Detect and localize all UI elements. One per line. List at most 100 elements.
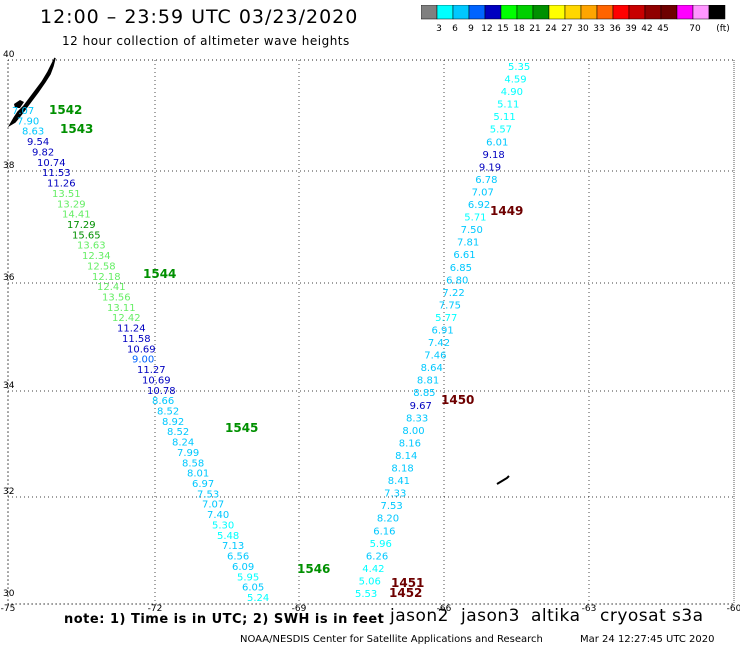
colorbar-unit: (ft) [716, 24, 730, 34]
swh-value: 5.57 [490, 125, 512, 136]
swh-value: 8.33 [406, 413, 428, 424]
swh-value: 7.07 [472, 187, 494, 198]
swh-value: 13.11 [107, 303, 136, 314]
swh-value: 8.64 [421, 363, 443, 374]
swh-value: 14.41 [62, 210, 91, 221]
swh-value: 9.18 [483, 150, 505, 161]
lat-lon-grid [7, 59, 735, 605]
coastline [7, 57, 510, 485]
colorbar-label: 70 [689, 24, 701, 34]
colorbar-label: 24 [545, 24, 557, 34]
s3a-track: 5.35 4.594.90 5.115.11 5.576.01 9.189.19 6.78… [355, 62, 530, 600]
swh-value: 5.77 [435, 313, 457, 324]
swh-value: 7.13 [222, 541, 244, 552]
swh-value: 7.22 [442, 288, 464, 299]
swh-value: 13.56 [102, 293, 131, 304]
swh-value: 4.59 [504, 75, 526, 86]
colorbar-label: 3 [436, 24, 442, 34]
swh-value: 9.00 [132, 355, 154, 366]
swh-value: 7.07 [12, 106, 34, 117]
swh-value: 8.85 [413, 388, 435, 399]
swh-value: 6.16 [373, 526, 395, 537]
swh-value: 7.81 [457, 238, 479, 249]
sat-altika: altika [531, 606, 581, 626]
colorbar-label: 9 [468, 24, 474, 34]
swh-value: 11.53 [42, 168, 71, 179]
time-label: 1543 [60, 122, 93, 136]
timestamp-text: Mar 24 12:27:45 UTC 2020 [580, 634, 715, 645]
swh-value: 7.46 [424, 351, 446, 362]
axis-labels: -75 -72 -69 -66 -63 -60 40 38 36 34 32 30 [1, 50, 740, 614]
swh-value: 11.24 [117, 324, 146, 335]
swh-value: 8.00 [402, 426, 424, 437]
swh-value: 6.61 [453, 250, 475, 261]
time-label: 1544 [143, 267, 176, 281]
time-label: 1449 [490, 204, 523, 218]
swh-value: 7.75 [439, 300, 461, 311]
swh-value: 11.26 [47, 179, 76, 190]
swh-value: 6.80 [446, 275, 468, 286]
time-label: 1546 [297, 562, 330, 576]
swh-value: 8.81 [417, 376, 439, 387]
sat-jason2: jason2 [390, 606, 449, 626]
swh-value: 6.56 [227, 552, 249, 563]
swh-value: 6.78 [475, 175, 497, 186]
lat-tick-label: 38 [3, 161, 15, 171]
swh-value: 12.18 [92, 272, 121, 283]
swh-value: 8.24 [172, 438, 194, 449]
swh-value: 5.11 [497, 100, 519, 111]
bermuda-shape [496, 475, 510, 485]
lon-tick-label: -72 [148, 604, 163, 614]
swh-value: 12.34 [82, 251, 111, 262]
lon-tick-label: -75 [1, 604, 16, 614]
swh-value: 4.90 [501, 87, 523, 98]
swh-value: 6.26 [366, 551, 388, 562]
swh-value: 6.05 [242, 583, 264, 594]
swh-value: 10.69 [142, 375, 171, 386]
lat-tick-label: 36 [3, 273, 15, 283]
swh-value: 8.58 [182, 458, 204, 469]
page-subtitle: 12 hour collection of altimeter wave hei… [62, 34, 350, 48]
swh-value: 7.53 [197, 489, 219, 500]
swh-value: 8.63 [22, 127, 44, 138]
swh-value: 7.50 [461, 225, 483, 236]
time-label: 1452 [389, 586, 422, 600]
swh-value: 7.07 [202, 500, 224, 511]
swh-value: 12.42 [112, 313, 141, 324]
colorbar-label: 6 [452, 24, 458, 34]
colorbar-label: 45 [657, 24, 668, 34]
swh-value: 5.95 [237, 572, 259, 583]
swh-value: 8.01 [187, 469, 209, 480]
swh-value: 8.66 [152, 396, 174, 407]
jason3-track: 7.077.908.639.549.8210.7411.5311.2613.51… [12, 106, 269, 604]
swh-value: 8.52 [157, 406, 179, 417]
swh-value: 6.97 [192, 479, 214, 490]
swh-value: 8.41 [388, 476, 410, 487]
swh-value: 7.90 [17, 116, 39, 127]
swh-value: 9.19 [479, 162, 501, 173]
swh-value: 10.74 [37, 158, 66, 169]
swh-value: 4.42 [362, 564, 384, 575]
colorbar-label: 39 [625, 24, 637, 34]
swh-value: 8.20 [377, 514, 399, 525]
sat-cryosat: cryosat [600, 606, 667, 626]
swh-value: 8.16 [399, 438, 421, 449]
colorbar-label: 21 [529, 24, 540, 34]
sat-jason3: jason3 [461, 606, 520, 626]
swh-value: 5.35 [508, 62, 530, 73]
swh-value: 9.54 [27, 137, 49, 148]
swh-value: 7.53 [381, 501, 403, 512]
colorbar-label: 18 [513, 24, 525, 34]
swh-value: 15.65 [72, 230, 101, 241]
swh-value: 5.71 [464, 213, 486, 224]
swh-value: 5.96 [370, 539, 392, 550]
credit-text: NOAA/NESDIS Center for Satellite Applica… [240, 634, 543, 645]
swh-value: 5.53 [355, 589, 377, 600]
swh-value: 12.58 [87, 261, 116, 272]
swh-value: 9.82 [32, 147, 54, 158]
swh-value: 6.09 [232, 562, 254, 573]
time-label: 1451 [391, 576, 424, 590]
colorbar-label: 36 [609, 24, 621, 34]
